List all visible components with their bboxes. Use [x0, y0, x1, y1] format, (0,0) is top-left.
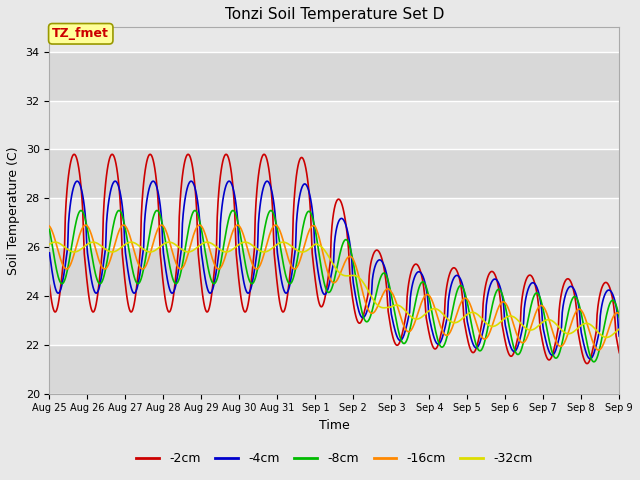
-8cm — [590, 359, 598, 365]
-4cm — [326, 276, 334, 282]
X-axis label: Time: Time — [319, 419, 349, 432]
-8cm — [438, 344, 446, 350]
Line: -16cm: -16cm — [49, 225, 620, 350]
-2cm — [583, 360, 591, 366]
Line: -8cm: -8cm — [49, 210, 620, 362]
-2cm — [70, 151, 78, 157]
Bar — [49, 198, 620, 247]
-32cm — [438, 310, 446, 316]
-32cm — [172, 241, 179, 247]
-16cm — [564, 331, 572, 337]
-8cm — [326, 288, 334, 294]
-4cm — [564, 286, 572, 292]
-32cm — [382, 305, 390, 311]
-2cm — [326, 258, 334, 264]
-4cm — [382, 268, 390, 274]
-4cm — [74, 178, 81, 184]
-32cm — [564, 331, 572, 336]
-32cm — [45, 241, 53, 247]
-16cm — [595, 347, 602, 353]
-8cm — [564, 312, 572, 318]
-4cm — [438, 336, 446, 341]
-2cm — [564, 276, 572, 282]
-32cm — [326, 257, 334, 263]
-32cm — [51, 240, 59, 245]
-32cm — [603, 335, 611, 340]
Bar — [49, 345, 620, 394]
-8cm — [172, 281, 179, 287]
-2cm — [196, 267, 204, 273]
Y-axis label: Soil Temperature (C): Soil Temperature (C) — [7, 146, 20, 275]
-4cm — [586, 356, 594, 361]
Line: -2cm: -2cm — [49, 154, 620, 363]
Line: -32cm: -32cm — [49, 242, 620, 337]
-2cm — [616, 350, 623, 356]
Bar — [49, 296, 620, 345]
Text: TZ_fmet: TZ_fmet — [52, 27, 109, 40]
-16cm — [326, 276, 334, 282]
-16cm — [616, 311, 623, 317]
Bar — [49, 149, 620, 198]
Line: -4cm: -4cm — [49, 181, 620, 359]
-8cm — [616, 314, 623, 320]
-8cm — [382, 272, 390, 277]
Bar — [49, 100, 620, 149]
-4cm — [45, 250, 53, 256]
-2cm — [438, 326, 446, 332]
Bar — [49, 52, 620, 100]
-2cm — [382, 277, 390, 283]
-4cm — [196, 220, 204, 226]
Title: Tonzi Soil Temperature Set D: Tonzi Soil Temperature Set D — [225, 7, 444, 22]
-16cm — [82, 222, 90, 228]
-16cm — [196, 222, 204, 228]
-16cm — [45, 223, 53, 229]
-2cm — [45, 282, 53, 288]
-16cm — [438, 327, 446, 333]
-32cm — [616, 326, 623, 332]
Legend: -2cm, -4cm, -8cm, -16cm, -32cm: -2cm, -4cm, -8cm, -16cm, -32cm — [131, 447, 538, 470]
-8cm — [45, 227, 53, 232]
-8cm — [196, 219, 204, 225]
-4cm — [172, 284, 179, 290]
-16cm — [382, 287, 390, 293]
-16cm — [172, 258, 179, 264]
-8cm — [77, 207, 85, 213]
-32cm — [196, 242, 204, 248]
-2cm — [172, 278, 179, 284]
Bar — [49, 247, 620, 296]
-4cm — [616, 333, 623, 339]
